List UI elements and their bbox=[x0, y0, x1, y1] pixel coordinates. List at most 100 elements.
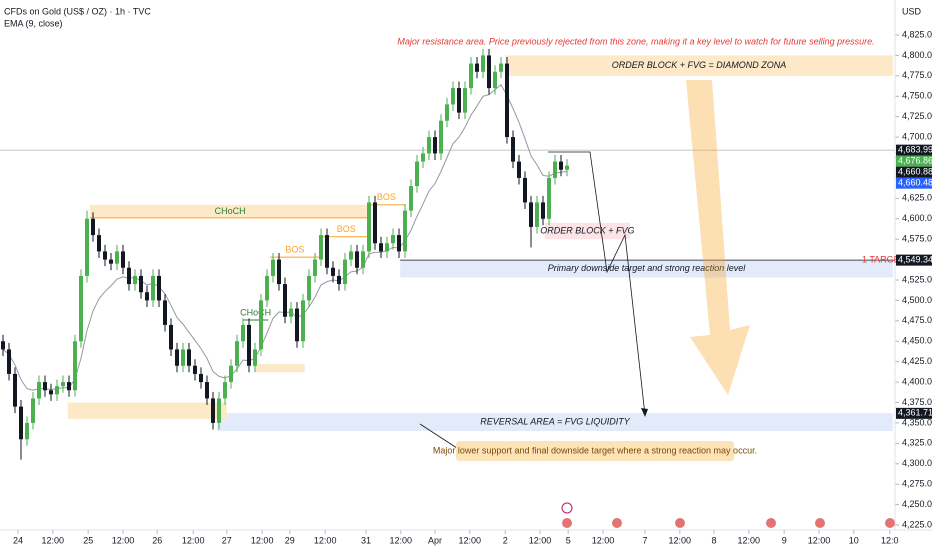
candle-body bbox=[49, 390, 53, 395]
event-icon bbox=[562, 518, 572, 528]
y-tick-label: 4,575.000 bbox=[902, 234, 932, 244]
chart-title: CFDs on Gold (US$ / OZ) · 1h · TVC bbox=[4, 6, 151, 16]
candle-body bbox=[397, 235, 401, 252]
x-tick-label: 12:00 bbox=[112, 535, 135, 545]
x-tick-label: 12:00 bbox=[459, 535, 482, 545]
x-tick-label: 12:00 bbox=[182, 535, 205, 545]
y-tick-label: 4,700.000 bbox=[902, 131, 932, 141]
candle-body bbox=[307, 275, 311, 301]
projection-path bbox=[548, 151, 646, 416]
y-tick-label: 4,800.000 bbox=[902, 50, 932, 60]
candle-body bbox=[487, 55, 491, 89]
y-tick-label: 4,775.000 bbox=[902, 70, 932, 80]
structure-label: BOS bbox=[337, 224, 356, 234]
candle-body bbox=[91, 218, 95, 236]
candle-body bbox=[463, 88, 467, 113]
zone bbox=[544, 222, 630, 240]
zone-label: Primary downside target and strong react… bbox=[548, 263, 747, 273]
x-tick-label: 29 bbox=[285, 535, 295, 545]
x-tick-label: 31 bbox=[361, 535, 371, 545]
candle-body bbox=[445, 104, 449, 121]
candle-body bbox=[25, 422, 29, 440]
x-tick-label: 24 bbox=[13, 535, 23, 545]
candle-body bbox=[451, 88, 455, 105]
candle-body bbox=[139, 275, 143, 293]
event-icon bbox=[766, 518, 776, 528]
x-tick-label: 12:00 bbox=[251, 535, 274, 545]
candle-body bbox=[163, 300, 167, 325]
candle-body bbox=[109, 259, 113, 264]
y-tick-label: 4,625.000 bbox=[902, 193, 932, 203]
y-tick-label: 4,425.000 bbox=[902, 356, 932, 366]
zone-label: ORDER BLOCK + FVG bbox=[540, 225, 634, 235]
x-tick-label: 5 bbox=[566, 535, 571, 545]
x-tick-label: 27 bbox=[222, 535, 232, 545]
candle-body bbox=[211, 398, 215, 423]
candle-body bbox=[277, 259, 281, 285]
y-tick-label: 4,500.000 bbox=[902, 295, 932, 305]
price-label-box bbox=[896, 254, 932, 266]
event-icons bbox=[561, 502, 895, 528]
candle-body bbox=[181, 349, 185, 366]
candle-body bbox=[433, 137, 437, 154]
zone bbox=[505, 55, 893, 76]
price-label: 4,660.487 bbox=[898, 178, 932, 188]
y-tick-label: 4,350.000 bbox=[902, 417, 932, 427]
candle-body bbox=[259, 300, 263, 350]
structure-label: BOS bbox=[377, 192, 396, 202]
candle-body bbox=[475, 63, 479, 72]
candle-body bbox=[367, 202, 371, 252]
x-tick-label: 12:00 bbox=[42, 535, 65, 545]
candle-body bbox=[97, 235, 101, 252]
candle-body bbox=[13, 373, 17, 407]
candle-body bbox=[283, 284, 287, 317]
event-icon bbox=[815, 518, 825, 528]
y-tick-label: 4,600.000 bbox=[902, 213, 932, 223]
y-tick-label: 4,475.000 bbox=[902, 315, 932, 325]
support-note-box bbox=[456, 441, 734, 461]
candle-body bbox=[529, 202, 533, 227]
candle-body bbox=[541, 202, 545, 219]
background-layer: ORDER BLOCK + FVG = DIAMOND ZONA ORDER BL… bbox=[0, 34, 899, 534]
candle-body bbox=[499, 63, 503, 72]
candle-body bbox=[337, 275, 341, 285]
zone bbox=[90, 204, 371, 218]
zone-label: REVERSAL AREA = FVG LIQUIDITY bbox=[480, 416, 630, 426]
event-icon bbox=[612, 518, 622, 528]
price-label-box bbox=[896, 407, 932, 419]
candle-body bbox=[187, 349, 191, 366]
candle-body bbox=[1, 341, 5, 350]
x-tick-label: 7 bbox=[642, 535, 647, 545]
candle-body bbox=[223, 382, 227, 399]
candle-body bbox=[193, 365, 197, 374]
candle-body bbox=[325, 235, 329, 268]
candle-body bbox=[385, 243, 389, 252]
zone-label: ORDER BLOCK + FVG = DIAMOND ZONA bbox=[612, 60, 787, 70]
candle-body bbox=[355, 251, 359, 268]
candle-body bbox=[553, 161, 557, 178]
x-tick-label: 10 bbox=[849, 535, 859, 545]
candle-body bbox=[229, 365, 233, 383]
support-note: Major lower support and final downside t… bbox=[433, 445, 757, 455]
candle-body bbox=[217, 398, 221, 423]
x-tick-label: 12:00 bbox=[738, 535, 761, 545]
x-tick-label: 12:00 bbox=[592, 535, 615, 545]
candle-body bbox=[79, 275, 83, 342]
candle-body bbox=[481, 55, 485, 72]
structure-label: BOS bbox=[285, 245, 304, 255]
x-tick-label: 12:00 bbox=[390, 535, 413, 545]
candle-body bbox=[55, 386, 59, 395]
x-tick-label: 12:0 bbox=[881, 535, 899, 545]
candle-body bbox=[373, 202, 377, 244]
candle-body bbox=[151, 275, 155, 301]
candle-body bbox=[235, 341, 239, 366]
candle-body bbox=[241, 324, 245, 342]
candle-body bbox=[289, 308, 293, 317]
projection-arrowhead bbox=[641, 408, 648, 417]
candle-body bbox=[205, 382, 209, 399]
candle-body bbox=[439, 120, 443, 154]
candle-body bbox=[295, 308, 299, 342]
candle-body bbox=[247, 324, 251, 366]
x-tick-label: 9 bbox=[782, 535, 787, 545]
